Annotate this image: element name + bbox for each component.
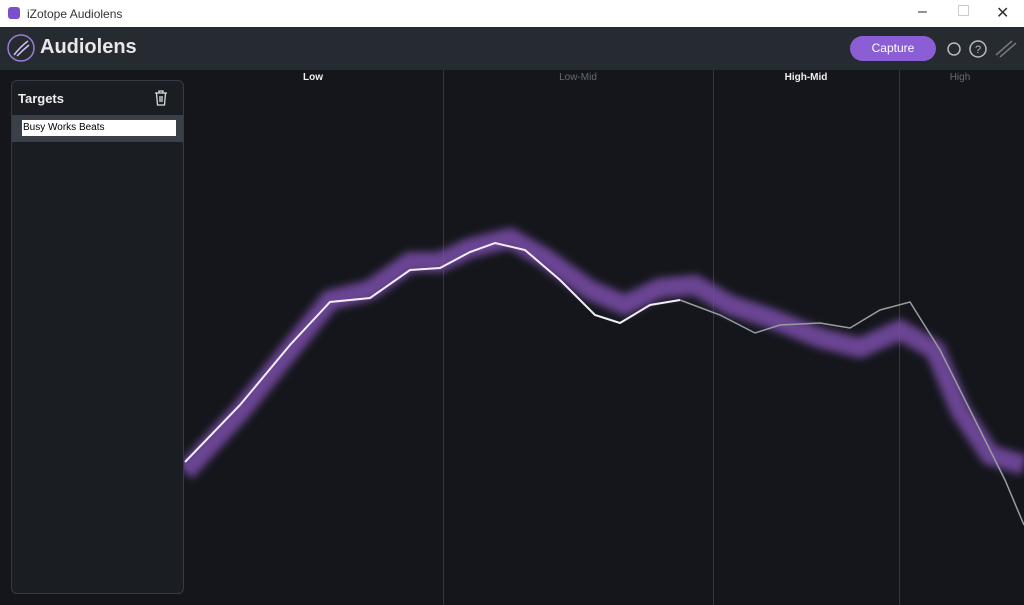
title-bar: iZotope Audiolens – ✕ xyxy=(0,0,1024,27)
capture-curve xyxy=(184,241,681,463)
targets-panel: Targets Busy Works Beats xyxy=(11,80,184,594)
izotope-icon[interactable] xyxy=(995,40,1017,58)
app-name: Audiolens xyxy=(40,36,137,58)
band-label: High xyxy=(949,72,971,83)
header-icons: ? xyxy=(947,40,1017,58)
band-label: High-Mid xyxy=(784,72,828,83)
minimize-button[interactable]: – xyxy=(918,3,927,20)
help-icon[interactable] xyxy=(969,40,987,58)
app-icon xyxy=(8,7,20,19)
settings-icon[interactable] xyxy=(947,42,961,56)
panel-title: Targets xyxy=(18,91,64,106)
target-row[interactable]: Busy Works Beats xyxy=(12,115,183,142)
maximize-button[interactable] xyxy=(958,5,969,16)
reference-curve xyxy=(679,299,1024,526)
capture-button[interactable]: Capture xyxy=(850,36,936,61)
band-label: Low-Mid xyxy=(559,72,597,83)
logo xyxy=(7,34,35,62)
target-name-input[interactable]: Busy Works Beats xyxy=(22,120,176,136)
svg-text:?: ? xyxy=(975,44,981,56)
close-button[interactable]: ✕ xyxy=(996,5,1010,22)
delete-button[interactable] xyxy=(153,89,169,107)
window-title: iZotope Audiolens xyxy=(27,7,123,21)
target-band xyxy=(177,227,1024,479)
band-label: Low xyxy=(303,72,323,83)
band-divider xyxy=(713,70,714,605)
band-divider xyxy=(443,70,444,605)
